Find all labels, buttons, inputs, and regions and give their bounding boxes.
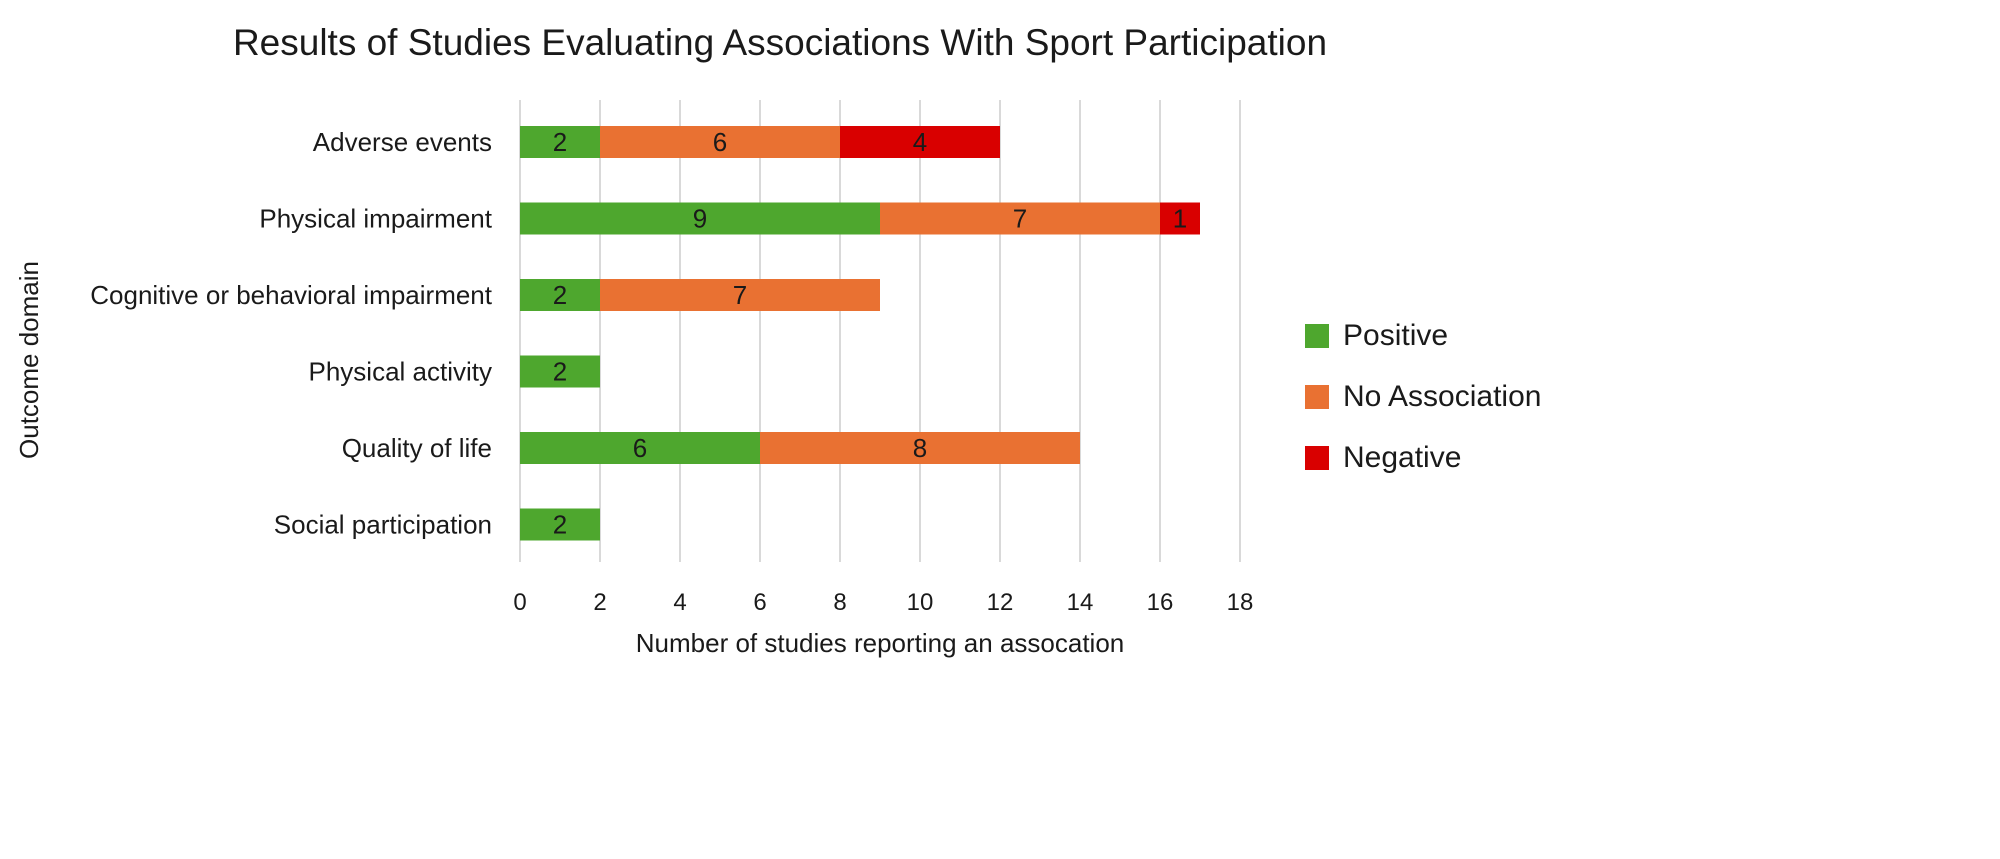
legend-label: Positive bbox=[1343, 318, 1449, 352]
legend-item-positive: Positive bbox=[1305, 305, 1541, 366]
bar-segment bbox=[520, 126, 600, 158]
x-tick-label: 2 bbox=[593, 589, 606, 616]
bar-segment bbox=[600, 279, 880, 311]
x-axis-label: Number of studies reporting an assocatio… bbox=[636, 628, 1125, 658]
bar-segment bbox=[840, 126, 1000, 158]
x-tick-label: 14 bbox=[1067, 589, 1094, 616]
bar-segment bbox=[1160, 202, 1200, 235]
y-axis-label: Outcome domain bbox=[14, 261, 44, 459]
legend-item-negative: Negative bbox=[1305, 427, 1541, 488]
data-label: 4 bbox=[913, 127, 927, 157]
legend-swatch bbox=[1305, 323, 1329, 348]
category-label: Social participation bbox=[274, 510, 492, 540]
legend-label: Negative bbox=[1343, 440, 1462, 474]
x-tick-label: 18 bbox=[1227, 589, 1254, 616]
bar-segment bbox=[520, 279, 600, 311]
category-label: Physical impairment bbox=[259, 204, 492, 234]
category-label: Quality of life bbox=[342, 433, 492, 463]
x-tick-label: 0 bbox=[513, 589, 526, 616]
data-label: 2 bbox=[553, 357, 567, 387]
data-label: 7 bbox=[1013, 204, 1027, 234]
legend-item-no-association: No Association bbox=[1305, 366, 1541, 427]
bar-segment bbox=[600, 126, 840, 158]
x-tick-label: 8 bbox=[833, 589, 846, 616]
bar-segment bbox=[760, 432, 1080, 464]
data-label: 8 bbox=[913, 433, 927, 463]
x-tick-label: 12 bbox=[987, 589, 1014, 616]
legend: Positive No Association Negative bbox=[1305, 305, 1541, 488]
bar-segment bbox=[520, 508, 600, 541]
bar-segment bbox=[520, 355, 600, 388]
chart-title: Results of Studies Evaluating Associatio… bbox=[232, 22, 1328, 63]
legend-swatch bbox=[1305, 384, 1329, 409]
bar-segment bbox=[880, 202, 1160, 235]
x-tick-label: 10 bbox=[907, 589, 934, 616]
legend-label: No Association bbox=[1343, 379, 1542, 413]
data-label: 1 bbox=[1173, 204, 1187, 234]
data-label: 6 bbox=[633, 433, 647, 463]
data-label: 9 bbox=[693, 204, 707, 234]
data-label: 2 bbox=[553, 280, 567, 310]
legend-swatch bbox=[1305, 445, 1329, 470]
x-tick-label: 16 bbox=[1147, 589, 1174, 616]
category-label: Cognitive or behavioral impairment bbox=[90, 280, 493, 310]
bar-segment bbox=[520, 432, 760, 464]
category-label: Adverse events bbox=[313, 127, 492, 157]
category-label: Physical activity bbox=[309, 357, 493, 387]
data-label: 7 bbox=[733, 280, 747, 310]
bar-segment bbox=[520, 202, 880, 235]
data-label: 6 bbox=[713, 127, 727, 157]
data-label: 2 bbox=[553, 127, 567, 157]
x-tick-label: 6 bbox=[753, 589, 766, 616]
x-tick-label: 4 bbox=[673, 589, 686, 616]
data-label: 2 bbox=[553, 510, 567, 540]
